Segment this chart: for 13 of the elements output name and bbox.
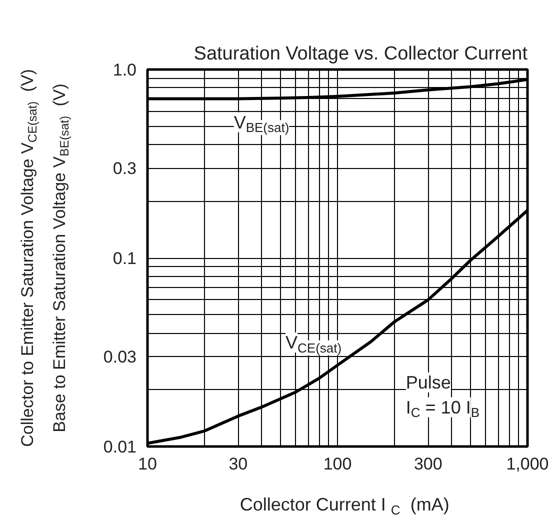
y-tick-label: 0.1	[112, 249, 137, 268]
x-tick-label: 10	[138, 454, 157, 474]
text: Collector to Emitter Saturation Voltage VCE(sat) (V)	[18, 69, 40, 447]
x-tick-label: 300	[414, 454, 442, 474]
chart-title: Saturation Voltage vs. Collector Current	[194, 44, 528, 64]
y-tick-label: 0.03	[103, 348, 137, 367]
text: Base to Emitter Saturation Voltage VBE(sat) (V)	[50, 84, 72, 432]
x-tick-label: 1,000	[506, 454, 549, 474]
y-tick-label: 0.01	[103, 438, 137, 456]
x-tick-label: 100	[323, 454, 352, 474]
y-tick-label: 0.3	[112, 159, 137, 178]
y-tick-label: 1.0	[112, 60, 137, 80]
x-tick-label: 30	[228, 454, 248, 474]
